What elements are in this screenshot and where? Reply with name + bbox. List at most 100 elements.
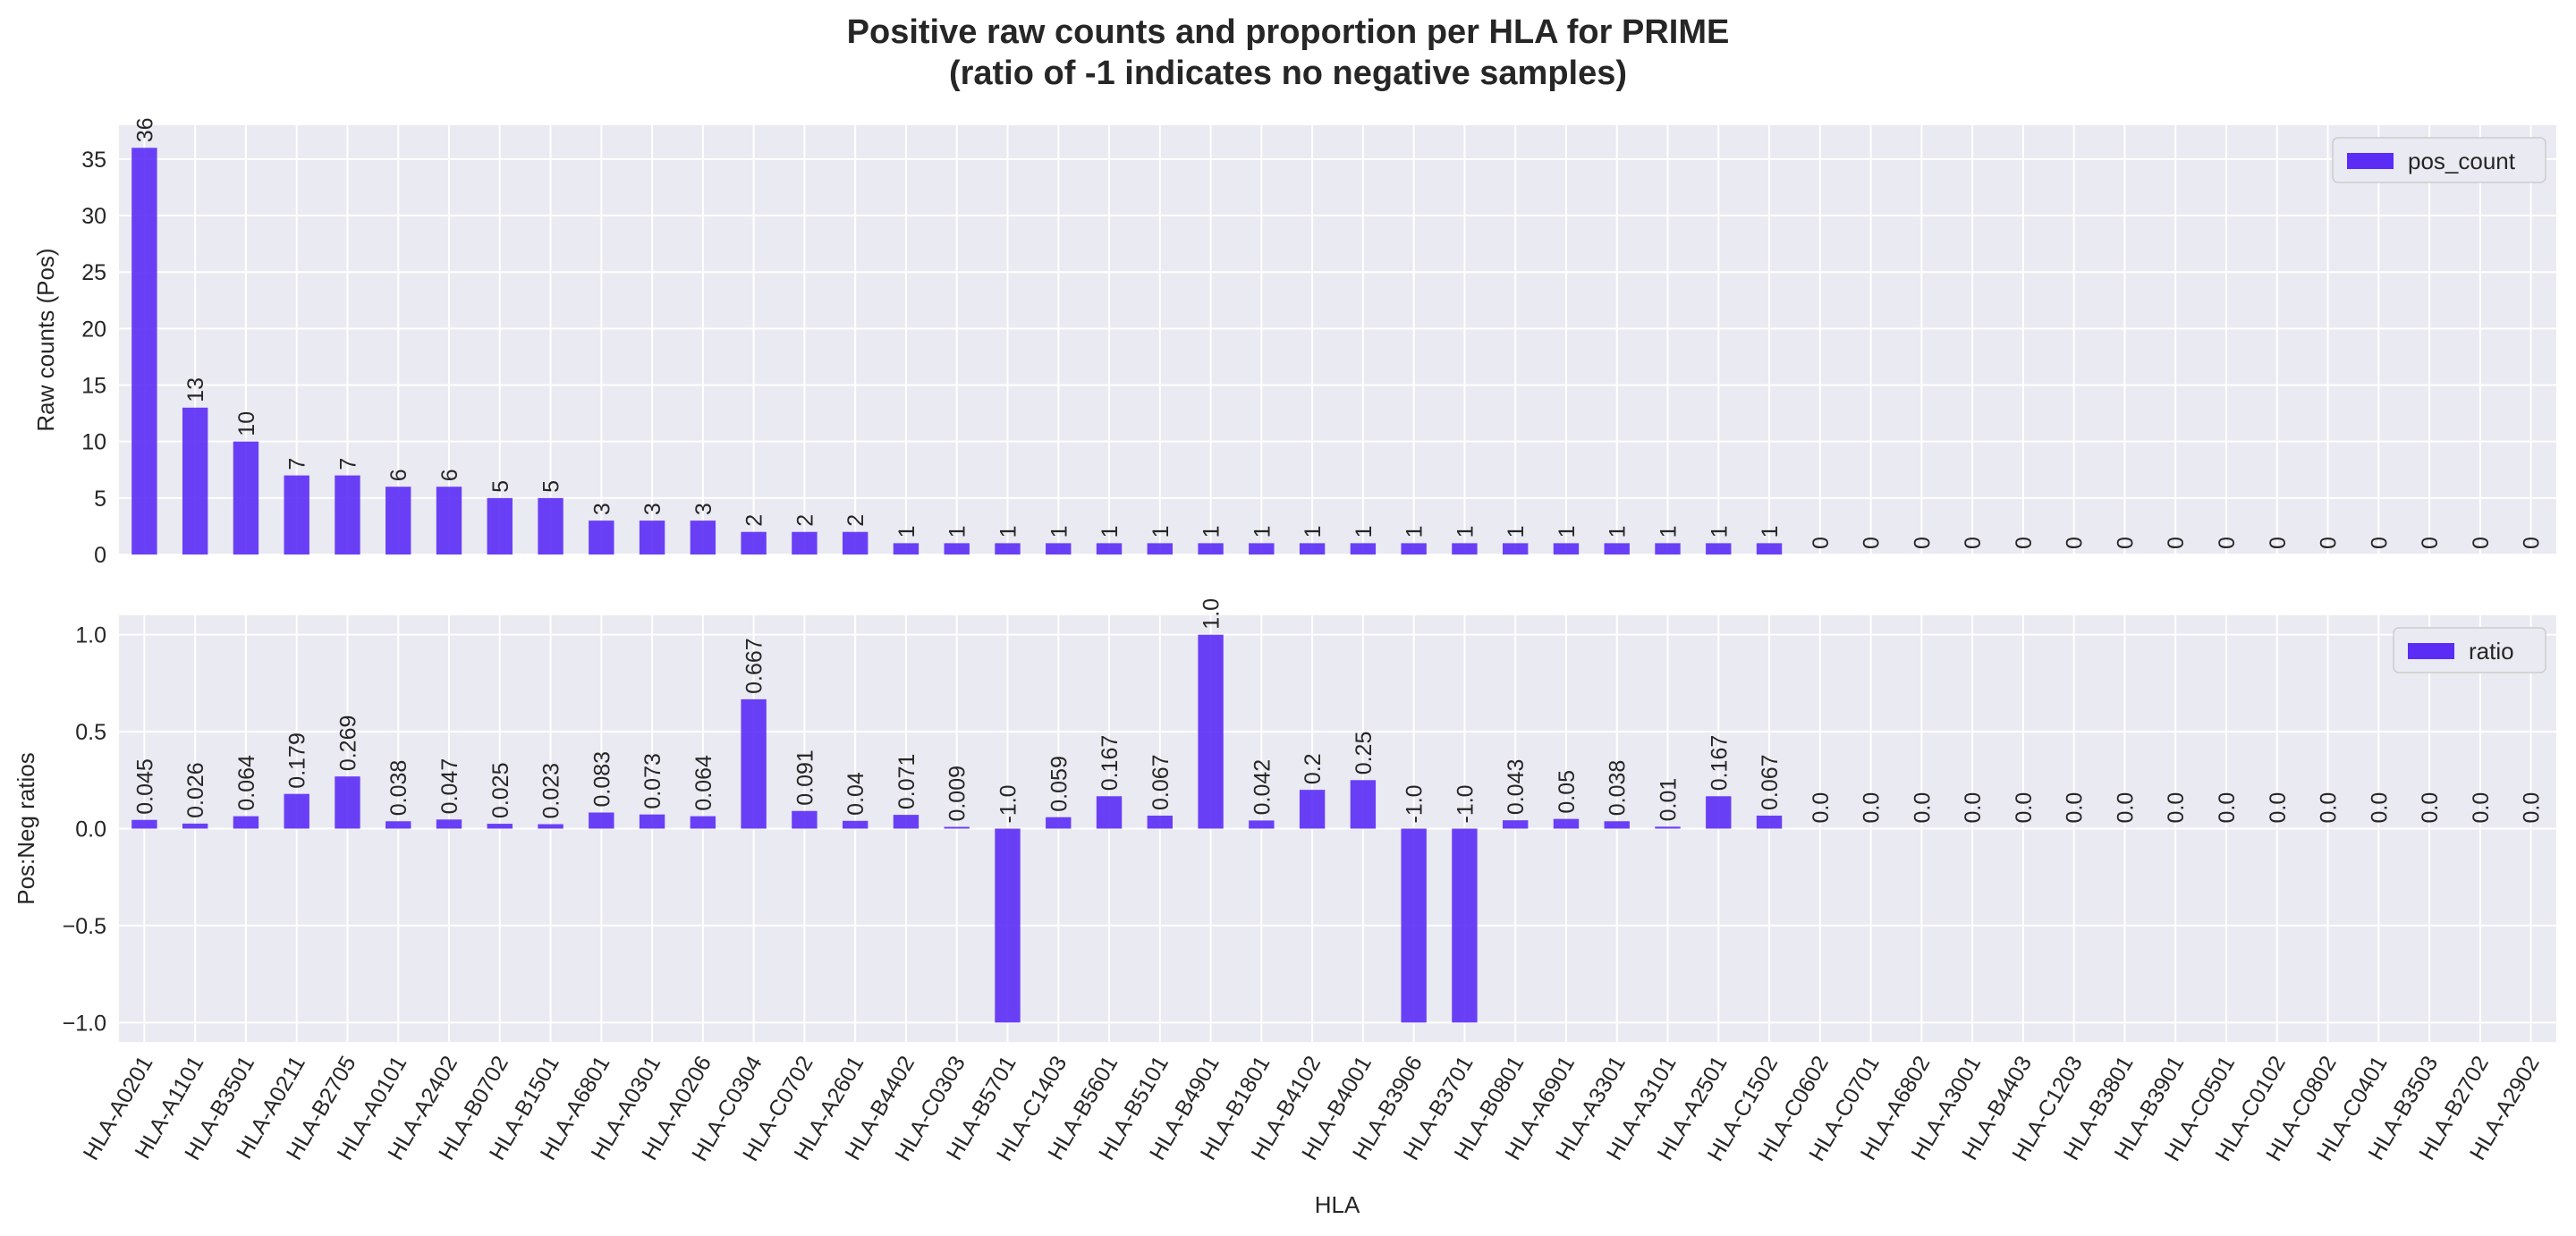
bar-pos-count [995,543,1021,555]
panel-ratio: −1.0 −0.5 0.0 0.5 1.0 0.045 0.026 0.064 0.179 0.2… [63,598,2556,1165]
bar-pos-count [1147,543,1173,555]
bar-value-label: 2 [742,514,767,527]
bar-pos-count [842,531,869,555]
bar-value-label: 0.064 [234,755,259,811]
bar-ratio [995,828,1021,1023]
bar-value-label: 0.043 [1504,759,1529,816]
bar-pos-count [1553,543,1580,555]
bar-value-label: 0.05 [1555,770,1580,814]
bar-ratio [842,820,869,829]
bar-pos-count [1096,543,1123,555]
y-tick-label: 15 [81,374,106,399]
bar-ratio [284,793,309,829]
bar-value-label: 0.071 [894,754,919,810]
bar-pos-count [1452,543,1478,555]
bar-ratio [1096,796,1123,829]
bar-value-label: 0.047 [437,758,462,815]
bar-value-label: 0.0 [1910,792,1935,824]
bar-value-label: 0 [2520,537,2545,549]
bar-pos-count [589,521,614,555]
bar-value-label: 0.064 [691,755,716,811]
bar-value-label: 0.009 [945,766,970,822]
bar-value-label: 6 [386,469,411,481]
bar-value-label: 0 [2469,537,2494,549]
legend-box [2393,627,2546,673]
bar-value-label: 0.179 [285,732,310,789]
y-tick-label: 20 [81,317,106,342]
bar-pos-count [131,148,157,555]
y-axis-label-ratio: Pos:Neg ratios [13,752,39,905]
bar-ratio [131,819,157,829]
chart-title-line-1: Positive raw counts and proportion per H… [847,13,1730,51]
bar-value-label: -1.0 [996,784,1021,823]
bar-ratio [1553,818,1580,829]
bar-value-label: 7 [335,458,360,470]
bar-pos-count [436,487,462,555]
bar-value-label: 1 [945,525,970,538]
bar-ratio [436,819,462,829]
bar-value-label: 1 [1606,525,1631,538]
bar-ratio [690,816,716,829]
y-tick-label: 0 [94,543,106,568]
bar-pos-count [233,441,259,555]
bar-value-label: 0 [2418,537,2443,549]
bar-value-label: 0 [1961,537,1986,549]
bar-value-label: 0 [2367,537,2392,549]
bar-pos-count [1350,543,1377,555]
y-tick-label: −1.0 [63,1011,106,1036]
bar-value-label: 0.025 [488,763,513,819]
bar-pos-count [1401,543,1427,555]
bar-ratio [639,814,665,829]
bar-ratio [1503,820,1529,829]
bar-pos-count [690,521,716,555]
bar-value-label: 0.067 [1148,754,1174,810]
bar-pos-count [1604,543,1630,555]
bar-value-label: 1 [1402,525,1428,538]
bar-value-label: 0.0 [2012,792,2037,824]
bar-pos-count [1655,543,1681,555]
y-tick-label: 35 [81,148,106,173]
bar-value-label: 0.2 [1301,753,1326,784]
bar-value-label: 0 [2164,537,2189,549]
bar-value-label: 3 [589,503,614,515]
bar-value-label: 0.0 [1860,792,1885,824]
bar-value-label: 1 [1199,525,1224,538]
bar-pos-count [386,487,411,555]
bar-ratio [1401,828,1427,1023]
bar-ratio [1756,815,1783,829]
bar-pos-count [487,497,513,555]
bar-value-label: 0.167 [1707,735,1732,792]
bar-value-label: 0.0 [1809,792,1834,824]
bar-value-label: 0.059 [1046,756,1072,812]
bar-ratio [182,823,208,829]
bar-value-label: 3 [640,503,665,515]
bar-ratio [1706,796,1732,829]
bar-ratio [589,812,614,829]
y-tick-label: 1.0 [75,623,106,648]
bar-value-label: 0.667 [742,638,767,694]
bar-value-label: 0.045 [132,758,157,815]
bar-value-label: 1 [1250,525,1275,538]
bar-value-label: 36 [132,117,157,142]
bar-value-label: 0 [2113,537,2138,549]
bar-value-label: 0.026 [183,762,208,818]
bar-pos-count [1503,543,1529,555]
bar-value-label: 0.073 [640,753,665,809]
bar-value-label: 0.042 [1250,759,1275,816]
bar-pos-count [1756,543,1783,555]
bar-value-label: 0 [2063,537,2088,549]
bar-value-label: 0 [2215,537,2240,549]
bar-pos-count [335,475,360,555]
bar-ratio [893,815,919,829]
bar-pos-count [182,407,208,555]
bar-value-label: 0.25 [1352,732,1377,775]
bar-pos-count [1706,543,1732,555]
bar-value-label: 0.0 [2215,792,2240,824]
bar-ratio [1350,780,1377,829]
bar-value-label: 13 [183,377,208,402]
bar-pos-count [792,531,818,555]
bar-value-label: 0 [1910,537,1935,549]
bar-value-label: 1 [1504,525,1529,538]
bar-ratio [1249,820,1275,829]
